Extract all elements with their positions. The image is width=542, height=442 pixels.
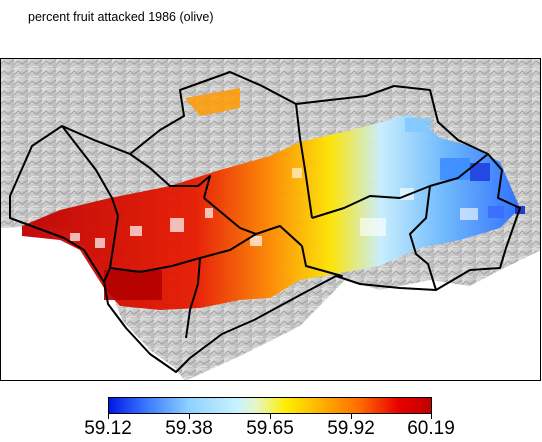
legend-tick-label: 59.38 [165,418,213,439]
legend-tick-mark [270,413,271,419]
legend-tick-label: 59.65 [246,418,294,439]
legend-tick-label: 59.92 [327,418,375,439]
legend-tick-mark [351,413,352,419]
map-view[interactable] [0,58,541,381]
legend-tick-mark [108,413,109,419]
color-scale-bar [108,397,432,414]
map-title: percent fruit attacked 1986 (olive) [28,10,214,24]
legend-tick-mark [189,413,190,419]
legend-tick-label: 60.19 [407,418,455,439]
mediterranean-sea [185,250,541,381]
province-boundaries [9,71,521,373]
legend-tick-label: 59.12 [84,418,132,439]
legend-tick-mark [431,413,432,419]
map-border [0,58,541,381]
